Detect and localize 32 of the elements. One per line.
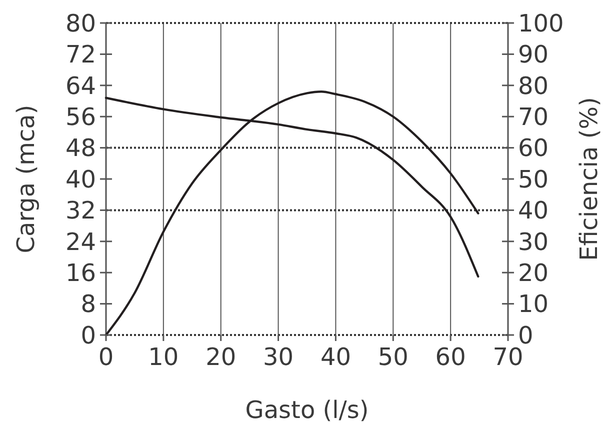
y2-tick-label: 60 [518,134,549,162]
line-series [104,90,480,336]
y-tick-label: 24 [65,228,96,256]
x-tick-label: 30 [263,343,294,371]
y-tick-label: 16 [65,259,96,287]
y2-tick-label: 10 [518,290,549,318]
x-tick-label: 10 [148,343,179,371]
x-tick-label: 40 [320,343,351,371]
x-tick-label: 60 [435,343,466,371]
y-tick-label: 8 [80,290,96,318]
y-tick-label: 64 [65,72,96,100]
x-axis-title: Gasto (l/s) [245,396,369,424]
y2-tick-label: 100 [518,9,564,38]
y2-axis-title: Eficiencia (%) [575,97,603,261]
y-tick-label: 32 [65,196,96,225]
y-axis-title: Carga (mca) [12,104,40,254]
x-tick-label: 0 [98,343,114,371]
y-tick-label: 40 [65,165,96,194]
y2-tick-label: 30 [518,228,549,256]
y2-tick-label: 90 [518,40,549,69]
y2-tick-label: 20 [518,259,549,287]
y2-tick-label: 40 [518,196,549,225]
y-tick-label: 56 [65,103,96,131]
x-tick-label: 20 [206,343,236,371]
y-tick-label: 48 [65,134,96,162]
y2-tick-label: 50 [518,165,549,194]
x-tick-label: 50 [378,343,408,371]
y2-tick-label: 70 [518,103,549,131]
y2-tick-label: 80 [518,72,549,100]
y-tick-label: 80 [65,9,96,38]
y-tick-label: 72 [65,40,96,69]
y-tick-label: 0 [80,321,96,350]
